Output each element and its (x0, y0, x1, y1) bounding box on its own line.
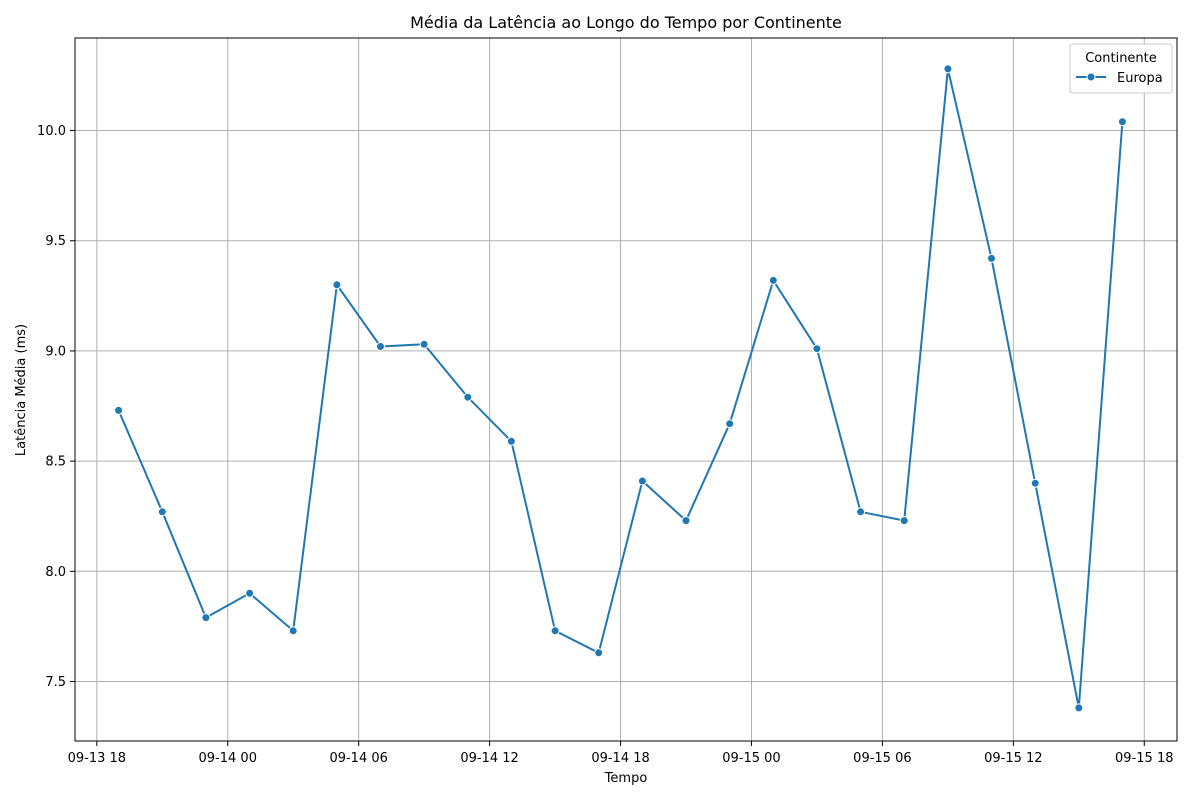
y-tick-label: 9.5 (45, 234, 66, 249)
data-point (114, 405, 124, 415)
data-point (157, 507, 167, 517)
data-point (550, 626, 560, 636)
x-tick-label: 09-15 12 (984, 751, 1042, 766)
series-line-europa (117, 67, 1124, 709)
x-tick-label: 09-14 12 (460, 751, 518, 766)
data-point (1074, 703, 1084, 713)
data-point (812, 344, 822, 354)
data-point (332, 280, 342, 290)
x-tick-label: 09-15 00 (722, 751, 780, 766)
y-tick-label: 8.5 (45, 455, 66, 470)
x-axis-label: Tempo (604, 771, 648, 786)
legend-title: Continente (1085, 51, 1157, 66)
y-tick-label: 7.5 (45, 675, 66, 690)
data-point (856, 507, 866, 517)
x-tick-label: 09-15 06 (853, 751, 911, 766)
data-point (419, 339, 429, 349)
y-axis-label: Latência Média (ms) (14, 324, 29, 456)
data-point (594, 648, 604, 658)
data-point (463, 392, 473, 402)
data-point (987, 253, 996, 263)
y-tick-label: 8.0 (45, 565, 66, 580)
x-tick-label: 09-14 06 (329, 751, 387, 766)
chart-title: Média da Latência ao Longo do Tempo por … (410, 13, 842, 32)
series-layer (114, 64, 1127, 713)
data-point (725, 419, 735, 429)
data-point (943, 64, 953, 74)
data-point (681, 516, 691, 526)
axis-ticks: 09-13 18 09-14 00 09-14 06 09-14 12 09-14 18… (37, 124, 1173, 766)
data-point (288, 626, 298, 636)
data-point (899, 516, 909, 526)
data-point (245, 588, 255, 598)
x-tick-label: 09-13 18 (68, 751, 126, 766)
grid (75, 38, 1177, 741)
data-point (506, 436, 516, 446)
y-tick-label: 9.0 (45, 344, 66, 359)
x-tick-label: 09-14 00 (199, 751, 257, 766)
data-point (637, 476, 647, 486)
legend: Continente Europa (1069, 43, 1173, 94)
data-point (376, 342, 385, 351)
legend-entry-europa: Europa (1117, 71, 1163, 86)
data-point (201, 613, 211, 623)
x-tick-label: 09-15 18 (1115, 751, 1173, 766)
plot-frame (74, 37, 1178, 742)
data-point (768, 275, 778, 285)
data-point (1117, 117, 1127, 127)
y-tick-label: 10.0 (37, 124, 66, 139)
legend-frame (1069, 43, 1173, 94)
legend-marker-swatch (1086, 72, 1096, 82)
x-tick-label: 09-14 18 (591, 751, 649, 766)
data-point (1030, 478, 1040, 488)
